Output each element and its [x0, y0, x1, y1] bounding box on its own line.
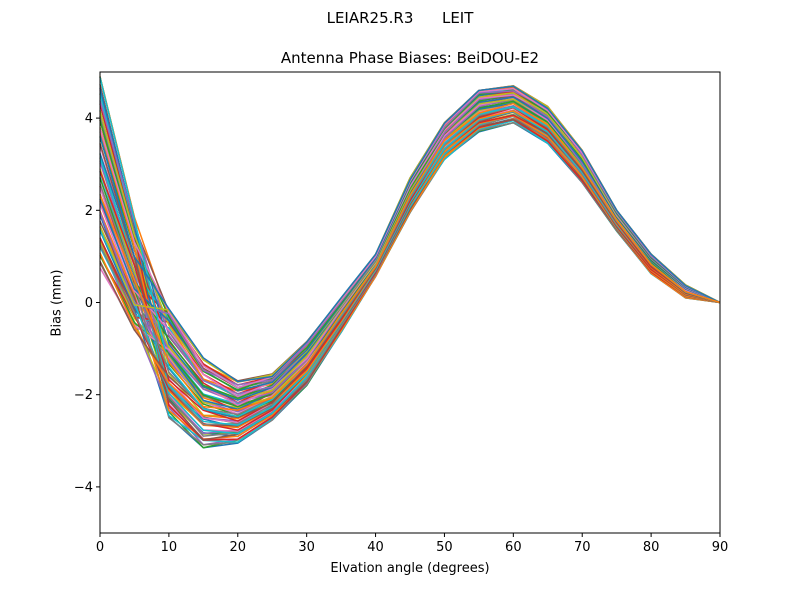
series-lines — [99, 76, 721, 449]
series-line — [99, 106, 721, 416]
y-tick-label: 0 — [85, 296, 93, 311]
x-tick-label: 60 — [505, 540, 522, 555]
chart-title: Antenna Phase Biases: BeiDOU-E2 — [280, 49, 540, 67]
x-tick-label: 90 — [712, 540, 729, 555]
x-tick-label: 30 — [298, 540, 315, 555]
x-tick-label: 50 — [436, 540, 453, 555]
y-tick-label: 2 — [85, 204, 93, 219]
x-tick-label: 70 — [574, 540, 591, 555]
y-tick-label: −4 — [74, 480, 93, 495]
series-line — [99, 85, 721, 383]
x-tick-label: 20 — [230, 540, 247, 555]
y-tick-label: −2 — [74, 388, 93, 403]
x-axis-label: Elvation angle (degrees) — [330, 561, 490, 576]
series-line — [99, 106, 721, 416]
y-axis: −4 −2 0 2 4 — [74, 112, 100, 495]
figure-suptitle: LEIAR25.R3 LEIT — [326, 9, 474, 27]
x-tick-label: 80 — [643, 540, 660, 555]
series-line — [99, 89, 721, 432]
x-tick-label: 0 — [96, 540, 104, 555]
x-tick-label: 10 — [161, 540, 178, 555]
x-tick-label: 40 — [367, 540, 384, 555]
series-line — [99, 102, 721, 411]
y-tick-label: 4 — [85, 112, 93, 127]
plot-frame — [99, 71, 721, 534]
x-axis: 0 10 20 30 40 50 60 70 80 90 — [96, 533, 728, 555]
